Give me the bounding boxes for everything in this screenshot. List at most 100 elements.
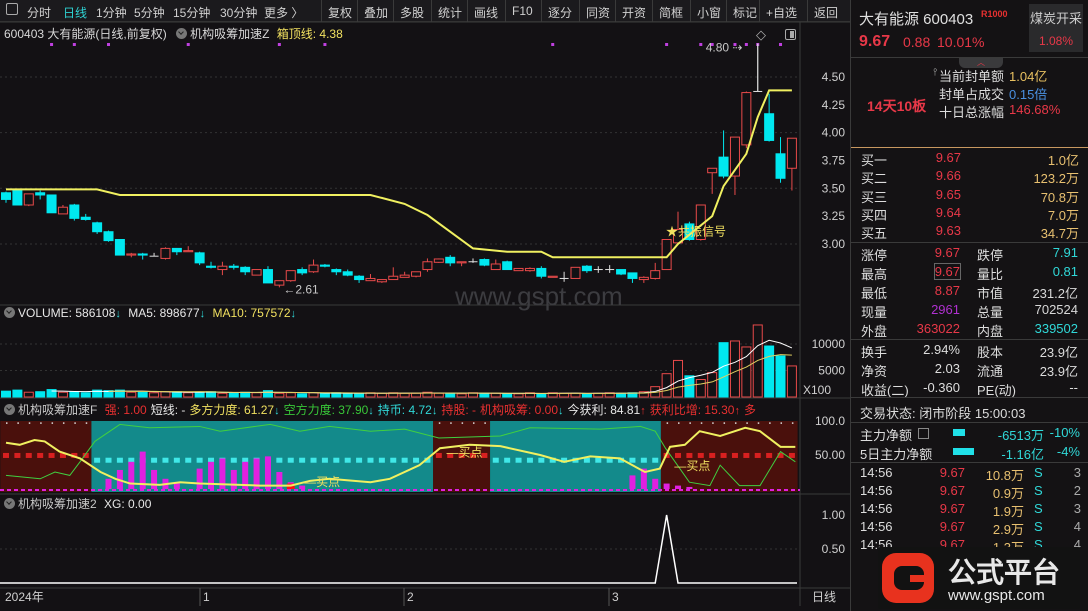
period-tab[interactable]: 更多 〉 — [264, 6, 304, 20]
indicator-menu-icon[interactable] — [176, 28, 188, 39]
divider — [357, 0, 358, 22]
toolbar-button[interactable]: 小窗 — [697, 6, 722, 20]
level-dot — [675, 452, 682, 458]
toolbar-button[interactable]: 简框 — [659, 6, 684, 20]
indicator-f-menu-icon[interactable] — [4, 404, 15, 415]
toolbar-button[interactable]: 复权 — [328, 6, 353, 20]
volume-bar — [570, 392, 581, 398]
period-tab[interactable]: 15分钟 — [173, 6, 211, 20]
price-tick-label: 3.25 — [822, 209, 846, 223]
panel-toggle-icon[interactable] — [785, 29, 796, 40]
stat-value: 363022 — [916, 321, 960, 336]
flow-amount: -1.16亿 — [1001, 447, 1044, 462]
bid-row[interactable]: 买四 9.64 7.0万 — [851, 205, 1088, 223]
trade-price: 9.67 — [939, 519, 965, 534]
accumulation-bar — [128, 461, 135, 489]
level-dot — [595, 457, 602, 463]
grid-dot — [62, 422, 65, 424]
sidebar-toggle-icon[interactable] — [6, 3, 18, 15]
toolbar-button[interactable]: 返回 — [814, 6, 839, 20]
signal-dot — [779, 43, 783, 46]
volume-bar — [1, 390, 11, 398]
volume-bar — [126, 391, 137, 398]
grid-dot — [461, 422, 464, 424]
period-tab[interactable]: 5分钟 — [134, 6, 165, 20]
toolbar-button[interactable]: 画线 — [474, 6, 499, 20]
sector-box[interactable]: 煤炭开采 1.08% — [1029, 4, 1083, 52]
period-tab[interactable]: 分时 — [27, 6, 52, 20]
level-dot — [344, 457, 351, 463]
level-dot — [310, 457, 317, 463]
accumulation-bar — [151, 469, 158, 489]
bid-row[interactable]: 买二 9.66 123.2万 — [851, 168, 1088, 186]
toolbar-button[interactable]: +自选 — [766, 6, 798, 20]
bid-volume: 7.0万 — [1047, 207, 1079, 223]
candle — [718, 130, 729, 179]
period-tab[interactable]: 30分钟 — [220, 6, 258, 20]
candle — [274, 280, 285, 288]
volume-bar — [559, 392, 570, 398]
bid-row[interactable]: 买三 9.65 70.8万 — [851, 187, 1088, 205]
chart-canvas[interactable]: 4.50 4.25 4.00 3.75 3.50 3.25 3.00 ←2.61 4.80 ⇢ ★… — [0, 0, 850, 611]
bid-row[interactable]: 买五 9.63 34.7万 — [851, 223, 1088, 241]
signal-dot — [50, 43, 54, 46]
indicator-value: 持币: 4.72 — [377, 403, 432, 417]
trade-volume: 10.8万 — [985, 468, 1024, 483]
volume-menu-icon[interactable] — [4, 307, 15, 318]
candle — [80, 213, 91, 221]
indicator-f-name: 机构吸筹加速F — [18, 403, 98, 417]
grid-dot — [678, 422, 680, 424]
volume-unit: X100 — [803, 383, 831, 397]
bid-volume: 34.7万 — [1040, 226, 1079, 242]
candle — [559, 271, 569, 282]
stat-value: 8.87 — [934, 283, 960, 298]
volume-bar — [479, 392, 490, 398]
diamond-icon[interactable]: ◇ — [756, 27, 766, 42]
level-dot — [230, 457, 237, 463]
signal-dot — [107, 43, 111, 46]
indicator-2-menu-icon[interactable] — [4, 498, 15, 509]
toolbar-button[interactable]: 逐分 — [548, 6, 573, 20]
divider — [615, 0, 616, 22]
stat-value: 231.2亿 — [1032, 286, 1078, 301]
volume-bar — [513, 393, 524, 398]
volume-bar — [707, 372, 718, 398]
candle — [126, 252, 137, 258]
stat-value: 9.67 — [933, 263, 962, 280]
bid-row[interactable]: 买一 9.67 1.0亿 — [851, 150, 1088, 168]
stat-label: 总量 — [977, 305, 1004, 320]
toolbar-button[interactable]: 多股 — [400, 6, 425, 20]
period-tab[interactable]: 日线 — [63, 6, 88, 20]
candle — [183, 246, 194, 253]
last-price: 9.67 — [859, 33, 891, 50]
period-tab[interactable]: 1分钟 — [96, 6, 127, 20]
logo-g-icon — [882, 553, 934, 603]
stat-label: 涨停 — [861, 248, 888, 263]
list-icon[interactable] — [918, 428, 929, 439]
volume-bar — [411, 392, 422, 398]
trade-side: S — [1034, 501, 1043, 516]
volume-bar — [422, 391, 433, 398]
toolbar-button[interactable]: 标记 — [733, 6, 758, 20]
trade-count: 3 — [1073, 465, 1081, 480]
toolbar-button[interactable]: 同资 — [586, 6, 611, 20]
accumulation-bar — [208, 461, 215, 489]
level-dot — [185, 457, 192, 463]
level-dot — [151, 457, 158, 463]
stat-value: 2961 — [931, 302, 960, 317]
level-dot — [640, 457, 647, 463]
level-dot — [82, 452, 89, 458]
toolbar-button[interactable]: 叠加 — [364, 6, 389, 20]
level-dot — [48, 452, 55, 458]
signal-dot — [665, 43, 669, 46]
level-dot — [367, 457, 374, 463]
collapse-icon[interactable]: ︿ — [959, 58, 1003, 68]
toolbar-button[interactable]: 统计 — [438, 6, 463, 20]
volume-bar — [581, 393, 592, 398]
down-arrow-icon: ↓ — [199, 308, 206, 320]
candle — [650, 262, 661, 280]
toolbar-button[interactable]: F10 — [512, 4, 533, 18]
candle — [331, 268, 342, 276]
toolbar-button[interactable]: 开资 — [622, 6, 647, 20]
high-annotation: 4.80 ⇢ — [706, 41, 743, 55]
